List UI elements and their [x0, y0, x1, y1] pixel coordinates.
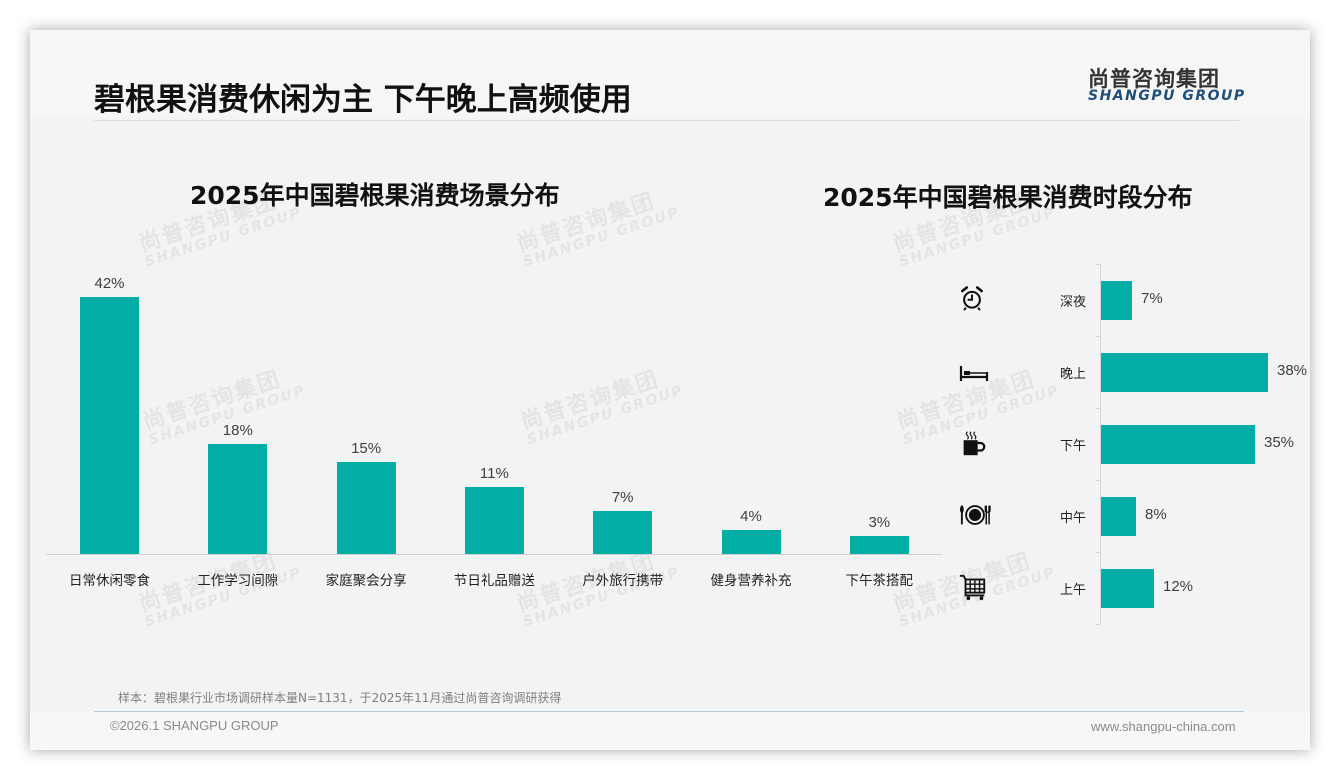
scene-bar-value: 7% [611, 489, 634, 506]
watermark: 尚普咨询集团 SHANGPU GROUP [517, 366, 687, 449]
time-bar [1101, 352, 1268, 392]
scene-bar-value: 4% [740, 508, 762, 525]
scene-category-label: 家庭聚会分享 [325, 573, 407, 589]
scene-bar-value: 18% [222, 422, 253, 439]
axis-tick [1096, 552, 1100, 553]
time-category-label: 上午 [1059, 583, 1086, 598]
shopping-cart-icon [958, 572, 990, 604]
time-bar [1101, 568, 1154, 608]
website: www.shangpu-china.com [1091, 719, 1236, 734]
footer-band [30, 711, 1310, 750]
scene-bar-value: 15% [351, 440, 382, 457]
axis-tick [1096, 624, 1100, 625]
time-category-label: 中午 [1059, 511, 1086, 526]
scene-bar-value: 42% [94, 275, 125, 292]
scene-bar [721, 530, 781, 554]
coffee-cup-icon [958, 428, 990, 460]
scene-bar [80, 297, 139, 554]
scene-x-axis [46, 554, 942, 555]
page-title: 碧根果消费休闲为主 下午晚上高频使用 [94, 82, 632, 118]
scene-bar [208, 444, 268, 554]
time-chart-title: 2025年中国碧根果消费时段分布 [823, 183, 1193, 212]
axis-tick [1096, 336, 1100, 337]
scene-chart-title: 2025年中国碧根果消费场景分布 [190, 181, 560, 210]
time-bar-value: 35% [1264, 434, 1295, 451]
scene-category-label: 日常休闲零食 [69, 573, 150, 589]
scene-bar [464, 487, 524, 554]
scene-category-label: 节日礼品赠送 [453, 573, 535, 589]
time-bar [1101, 280, 1132, 320]
axis-tick [1096, 408, 1100, 409]
time-bar-value: 7% [1141, 290, 1163, 307]
scene-bar [593, 511, 653, 554]
scene-category-label: 下午茶搭配 [845, 573, 914, 589]
scene-category-label: 工作学习间隙 [197, 573, 279, 589]
time-bar [1101, 496, 1136, 536]
copyright: ©2026.1 SHANGPU GROUP [110, 718, 279, 733]
scene-bar-value: 3% [868, 514, 891, 531]
time-bar-value: 12% [1163, 578, 1194, 595]
time-bar-value: 8% [1145, 506, 1167, 523]
axis-tick [1096, 264, 1100, 265]
axis-tick [1096, 480, 1100, 481]
time-category-label: 晚上 [1059, 367, 1086, 382]
sample-footnote: 样本：碧根果行业市场调研样本量N=1131，于2025年11月通过尚普咨询调研获… [118, 691, 562, 705]
time-bar-value: 38% [1277, 362, 1308, 379]
scene-bar [336, 462, 396, 554]
bed-icon [958, 356, 990, 388]
slide: 碧根果消费休闲为主 下午晚上高频使用 尚普咨询集团 SHANGPU GROUP … [30, 30, 1310, 750]
footer-divider [94, 711, 1244, 712]
scene-category-label: 户外旅行携带 [582, 573, 664, 589]
time-y-axis [1100, 264, 1101, 624]
logo-cn: 尚普咨询集团 [1088, 67, 1220, 91]
header-band [30, 30, 1310, 118]
scene-bar-value: 11% [479, 465, 509, 482]
logo-en: SHANGPU GROUP [1088, 88, 1246, 104]
plate-cutlery-icon [958, 500, 991, 532]
header-divider [94, 120, 1239, 121]
time-bar [1101, 424, 1255, 464]
time-category-label: 下午 [1059, 439, 1086, 454]
time-category-label: 深夜 [1059, 295, 1086, 310]
scene-category-label: 健身营养补充 [710, 573, 792, 589]
alarm-clock-icon [958, 284, 990, 316]
scene-bar [849, 536, 909, 554]
